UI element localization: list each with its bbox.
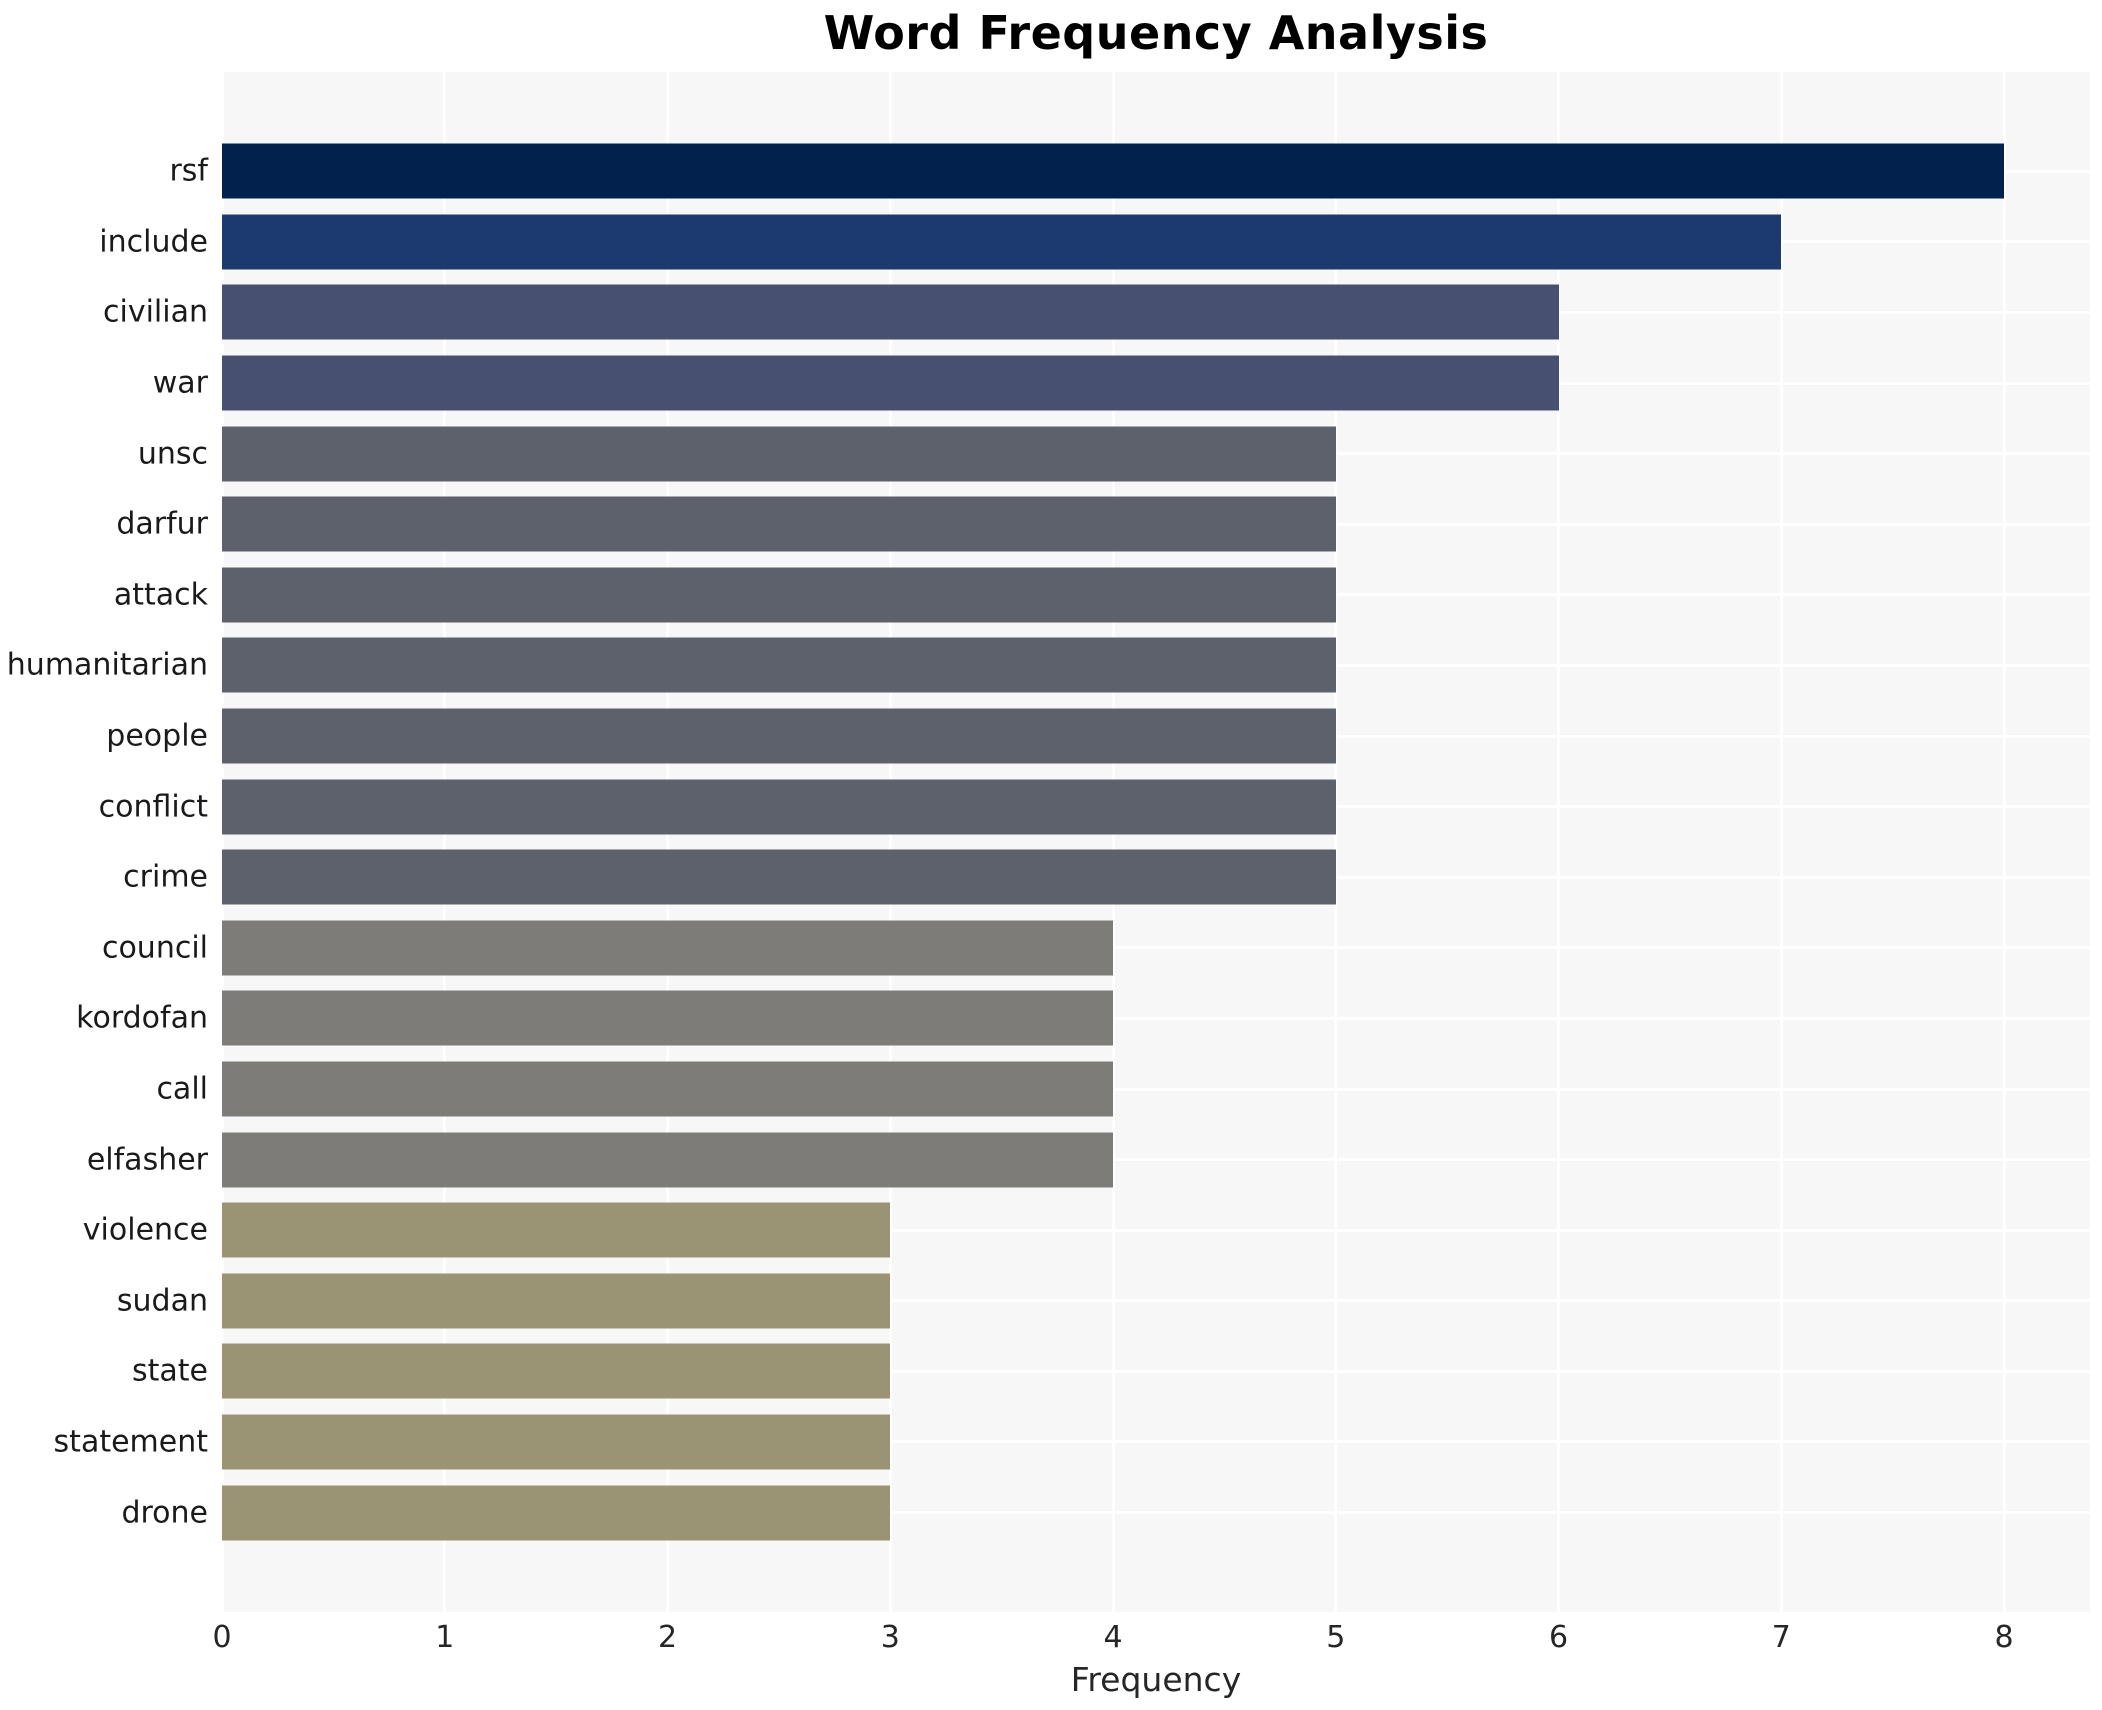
gridline-x-3 [888,72,892,1612]
y-axis-label-war: war [152,365,208,401]
plot-area: rsf include civilian war unsc darfur attack hum… [7,72,2090,1612]
gridline-x-8 [2002,72,2006,1612]
bar-row-war: war [153,348,2090,419]
y-axis-label-call: call [156,1071,208,1107]
gridline-y-violence [222,1228,2090,1232]
bar-unsc [222,426,1336,482]
chart-title: Word Frequency Analysis [823,6,1489,60]
y-axis-label-state: state [132,1353,208,1389]
x-tick-label-6: 6 [1548,1620,1569,1655]
x-tick-label-7: 7 [1771,1620,1791,1655]
gridline-y-kordofan [222,1016,2090,1020]
x-tick-label-5: 5 [1326,1620,1346,1655]
bar-row-darfur: darfur [116,489,2090,560]
y-axis-label-violence: violence [82,1212,208,1248]
bar-people [222,708,1336,764]
bar-council [222,920,1113,976]
bar-row-people: people [106,701,2090,772]
gridline-x-7 [1779,72,1783,1612]
y-axis-label-conflict: conflict [98,789,208,825]
bar-elfasher [222,1132,1113,1188]
bar-darfur [222,496,1336,552]
bar-row-council: council [102,913,2090,984]
gridline-x-2 [666,72,669,1612]
y-axis-label-include: include [99,224,208,260]
bar-row-statement: statement [54,1407,2090,1478]
bar-row-elfasher: elfasher [87,1124,2090,1195]
gridline-x-6 [1557,72,1560,1612]
gridline-y-elfasher [222,1158,2090,1162]
bar-row-state: state [132,1336,2090,1407]
gridline-y-sudan [222,1299,2090,1303]
bar-conflict [222,779,1336,835]
bar-row-unsc: unsc [138,418,2090,489]
bar-call [222,1061,1113,1117]
bar-violence [222,1202,891,1258]
bar-row-rsf: rsf [169,136,2090,207]
gridline-x-5 [1334,72,1338,1612]
y-axis-label-rsf: rsf [169,153,208,189]
gridline-y-state [222,1369,2090,1373]
y-axis-label-council: council [101,930,208,966]
bar-sudan [222,1273,891,1329]
bar-include [222,214,1782,270]
bar-rsf [222,143,2004,199]
bar-statement [222,1414,891,1470]
gridline-y-call [222,1087,2090,1091]
bar-row-kordofan: kordofan [76,983,2090,1054]
y-axis-label-darfur: darfur [116,506,208,542]
y-axis-label-civilian: civilian [103,294,208,330]
bar-row-humanitarian: humanitarian [7,630,2090,701]
y-axis-label-kordofan: kordofan [76,1000,208,1036]
gridline-x-4 [1111,72,1115,1612]
bar-row-conflict: conflict [99,771,2090,842]
bar-row-include: include [99,207,2090,278]
x-tick-label-8: 8 [1994,1620,2014,1655]
bar-humanitarian [222,637,1336,693]
bar-civilian [222,284,1559,340]
x-tick-label-0: 0 [212,1620,232,1655]
bar-rows-container: rsf include civilian war unsc darfur attack hum… [7,136,2090,1548]
y-axis-label-crime: crime [123,859,208,895]
y-axis-label-elfasher: elfasher [86,1142,208,1178]
x-tick-label-2: 2 [657,1620,678,1655]
bar-attack [222,567,1336,623]
y-axis-label-humanitarian: humanitarian [6,647,208,683]
bar-row-violence: violence [83,1195,2090,1266]
bar-row-drone: drone [121,1477,2090,1548]
bar-kordofan [222,990,1113,1046]
bar-crime [222,849,1336,905]
x-tick-label-4: 4 [1103,1620,1123,1655]
bar-row-civilian: civilian [103,277,2090,348]
y-axis-label-unsc: unsc [137,436,208,472]
y-axis-label-statement: statement [53,1424,208,1460]
x-tick-label-1: 1 [435,1620,455,1655]
y-axis-label-sudan: sudan [116,1283,208,1319]
bar-row-crime: crime [123,842,2090,913]
gridline-y-drone [222,1511,2090,1515]
y-axis-label-drone: drone [121,1495,208,1531]
gridline-y-statement [222,1440,2090,1444]
bar-row-sudan: sudan [117,1266,2090,1337]
y-axis-label-people: people [106,718,208,754]
bar-drone [222,1485,891,1541]
x-axis-title: Frequency [1070,1660,1242,1699]
bar-state [222,1343,891,1399]
bar-war [222,355,1559,411]
gridline-x-1 [443,72,447,1612]
bar-row-attack: attack [114,560,2090,631]
x-tick-label-3: 3 [880,1620,900,1655]
y-axis-label-attack: attack [113,577,208,613]
bar-row-call: call [156,1054,2090,1125]
gridline-x-0 [220,72,224,1612]
gridline-y-council [222,946,2090,950]
